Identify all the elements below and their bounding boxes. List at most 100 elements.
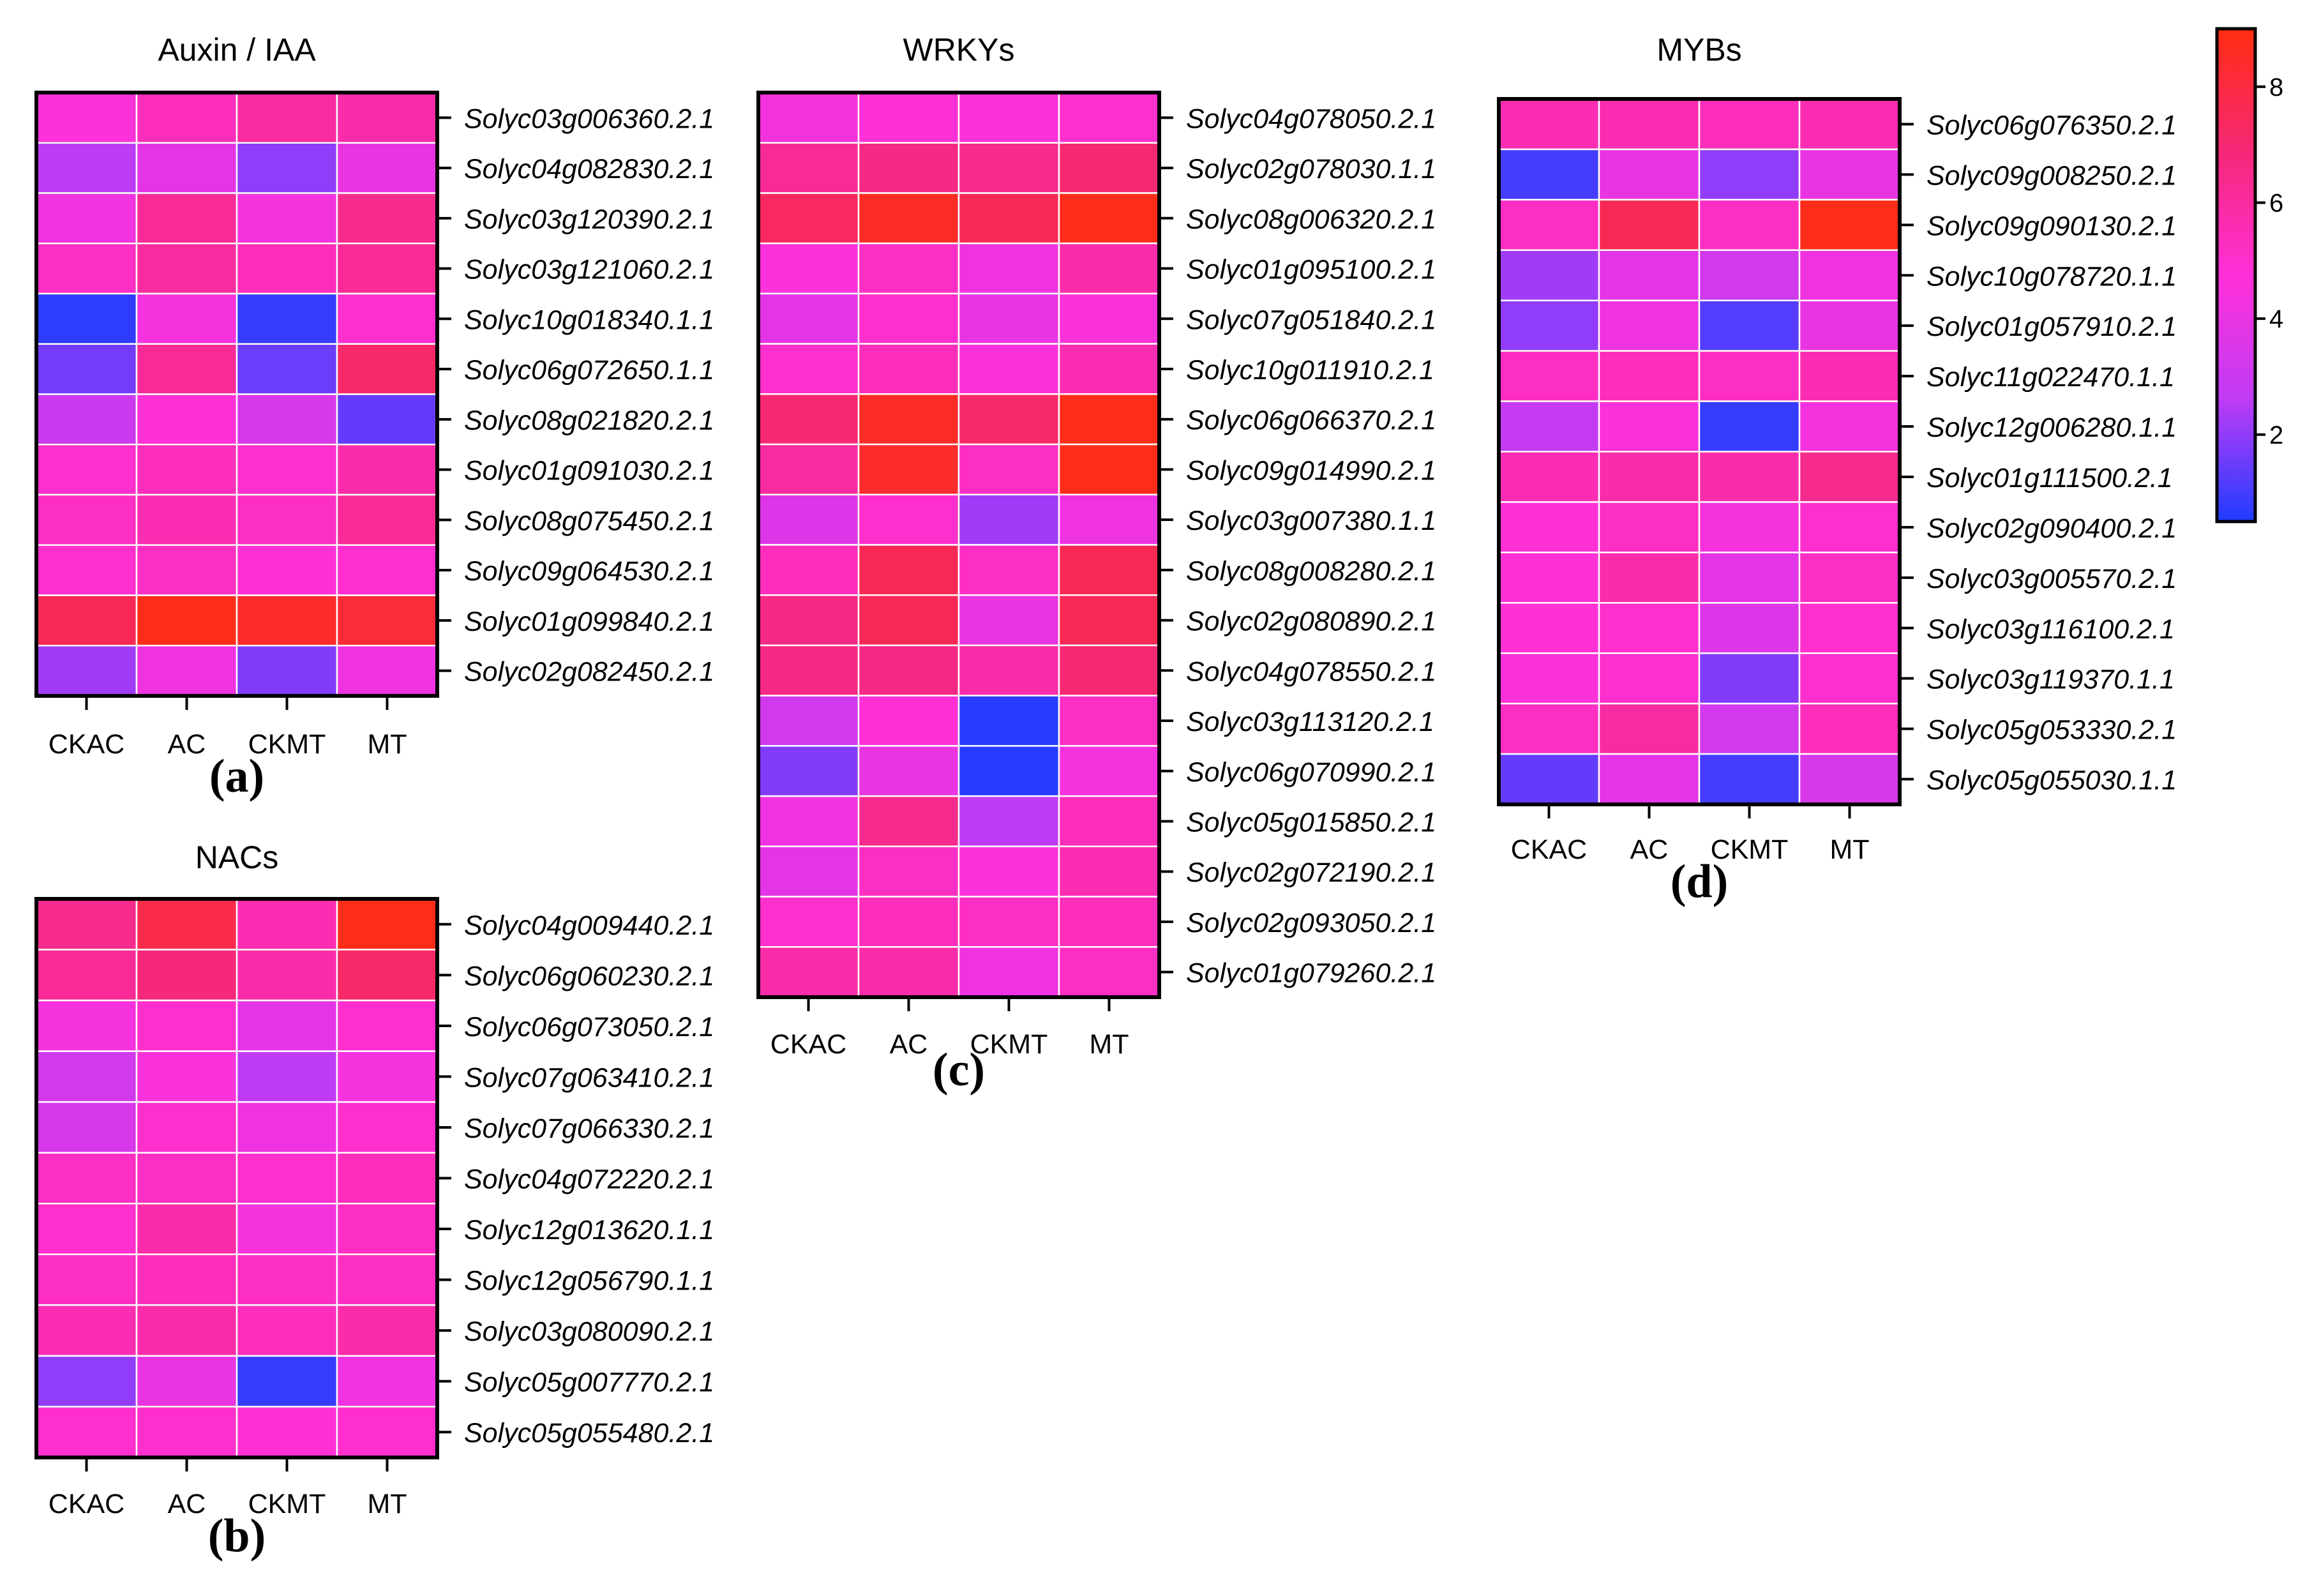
heatmap-cell xyxy=(135,292,238,345)
heatmap-cell xyxy=(35,949,138,1002)
heatmap-cell xyxy=(857,91,960,144)
heatmap-cell xyxy=(757,946,860,998)
row-label: Solyc03g007380.1.1 xyxy=(1186,506,1436,536)
heatmap-cell xyxy=(958,91,1060,144)
row-label: Solyc03g120390.2.1 xyxy=(464,204,714,235)
heatmap-cell xyxy=(857,745,960,797)
column-label: CKAC xyxy=(49,1489,124,1519)
row-label: Solyc11g022470.1.1 xyxy=(1926,362,2175,393)
row-label: Solyc03g119370.1.1 xyxy=(1926,665,2175,695)
heatmap-cell xyxy=(336,1152,439,1205)
heatmap-cell xyxy=(1698,602,1801,654)
heatmap-cell xyxy=(236,1101,338,1154)
heatmap-cell xyxy=(1598,299,1701,352)
row-label: Solyc06g072650.1.1 xyxy=(464,355,714,386)
heatmap-cell xyxy=(857,142,960,194)
heatmap-cell xyxy=(857,242,960,295)
heatmap-cell xyxy=(757,845,860,898)
heatmap-cell xyxy=(236,1355,338,1408)
column-label: CKMT xyxy=(248,1489,326,1519)
heatmap-cell xyxy=(1598,602,1701,654)
heatmap-cell xyxy=(1598,702,1701,755)
row-label: Solyc04g072220.2.1 xyxy=(464,1164,714,1195)
heatmap-cell xyxy=(757,644,860,696)
row-label: Solyc06g076350.2.1 xyxy=(1926,110,2177,140)
heatmap-cell xyxy=(336,544,439,596)
heatmap-frame xyxy=(756,91,1161,999)
heatmap-cell xyxy=(1498,652,1600,705)
heatmap-cell xyxy=(857,192,960,245)
row-label: Solyc01g095100.2.1 xyxy=(1186,255,1436,285)
heatmap-cell xyxy=(857,393,960,446)
heatmap-cell xyxy=(35,1101,138,1154)
heatmap-cell xyxy=(135,243,238,295)
heatmap-cell xyxy=(336,898,439,951)
panel-title: WRKYs xyxy=(903,32,1015,68)
column-label: CKAC xyxy=(49,729,124,760)
heatmap-cell xyxy=(236,142,338,194)
heatmap-cell xyxy=(1698,350,1801,402)
heatmap-cell xyxy=(757,795,860,848)
heatmap-cell xyxy=(35,898,138,951)
heatmap-cell xyxy=(1598,148,1701,201)
heatmap-cell xyxy=(1498,148,1600,201)
heatmap-cell xyxy=(1498,501,1600,553)
heatmap-cell xyxy=(857,343,960,395)
row-label: Solyc08g006320.2.1 xyxy=(1186,204,1436,235)
heatmap-cell xyxy=(336,1101,439,1154)
row-label: Solyc09g014990.2.1 xyxy=(1186,455,1436,486)
heatmap-cell xyxy=(757,896,860,948)
heatmap-cell xyxy=(135,544,238,596)
heatmap-cell xyxy=(35,243,138,295)
heatmap-cell xyxy=(857,795,960,848)
heatmap-cell xyxy=(336,949,439,1002)
heatmap-cell xyxy=(857,695,960,747)
heatmap-cell xyxy=(35,1050,138,1103)
row-label: Solyc05g015850.2.1 xyxy=(1186,807,1436,838)
heatmap-cell xyxy=(1798,702,1901,755)
row-label: Solyc06g073050.2.1 xyxy=(464,1012,714,1043)
heatmap-cell xyxy=(857,493,960,546)
heatmap-cell xyxy=(1698,552,1801,604)
heatmap-cell xyxy=(336,292,439,345)
heatmap-cell xyxy=(757,292,860,345)
heatmap-cell xyxy=(1698,148,1801,201)
row-label: Solyc03g116100.2.1 xyxy=(1926,614,2175,645)
heatmap-cell xyxy=(35,1203,138,1256)
row-label: Solyc12g013620.1.1 xyxy=(464,1215,714,1246)
heatmap-cell xyxy=(1058,292,1160,345)
heatmap-cell xyxy=(135,393,238,446)
heatmap-cell xyxy=(1798,501,1901,553)
heatmap-cell xyxy=(757,91,860,144)
heatmap-cell xyxy=(336,1304,439,1357)
heatmap-cell xyxy=(1058,896,1160,948)
colorbar-tick-label: 8 xyxy=(2269,73,2283,102)
heatmap-cell xyxy=(1698,199,1801,252)
row-label: Solyc02g093050.2.1 xyxy=(1186,908,1436,938)
column-label: CKMT xyxy=(248,729,326,760)
heatmap-cell xyxy=(1698,299,1801,352)
heatmap-cell xyxy=(958,594,1060,647)
panel-title: NACs xyxy=(195,839,279,875)
heatmap-cell xyxy=(1598,753,1701,806)
column-label: AC xyxy=(890,1029,928,1060)
row-label: Solyc08g075450.2.1 xyxy=(464,506,714,536)
heatmap-cell xyxy=(1598,501,1701,553)
row-label: Solyc01g091030.2.1 xyxy=(464,456,714,486)
heatmap-cell xyxy=(236,999,338,1052)
column-label: CKAC xyxy=(1511,834,1587,865)
column-label: AC xyxy=(1630,834,1669,865)
row-label: Solyc04g009440.2.1 xyxy=(464,910,714,941)
column-label: MT xyxy=(367,1489,407,1519)
panel-label: (d) xyxy=(1671,855,1728,908)
heatmap-cell xyxy=(757,594,860,647)
row-label: Solyc12g006280.1.1 xyxy=(1926,412,2177,443)
row-label: Solyc05g007770.2.1 xyxy=(464,1367,714,1398)
heatmap-cell xyxy=(958,845,1060,898)
row-label: Solyc02g082450.2.1 xyxy=(464,657,714,688)
heatmap-cell xyxy=(1598,652,1701,705)
heatmap-cell xyxy=(236,1050,338,1103)
heatmap-cell xyxy=(1058,443,1160,496)
heatmap-cell xyxy=(336,343,439,395)
heatmap-cell xyxy=(336,594,439,647)
